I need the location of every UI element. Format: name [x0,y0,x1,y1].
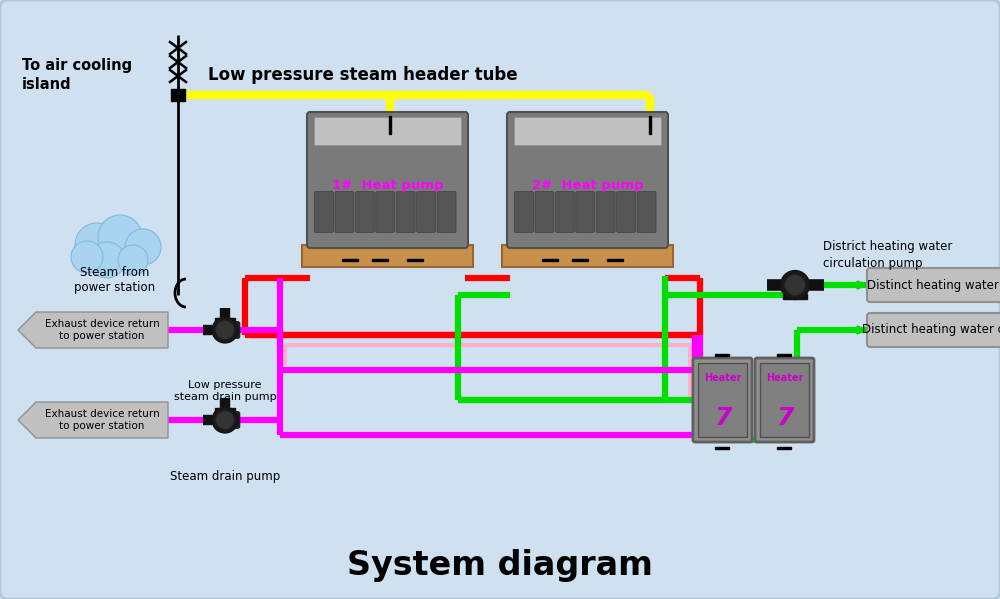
Text: 1#  Heat pump: 1# Heat pump [332,179,443,192]
Circle shape [781,271,809,300]
FancyBboxPatch shape [867,313,1000,347]
Circle shape [125,229,161,265]
Bar [407,259,423,261]
Bar [514,117,661,145]
FancyBboxPatch shape [227,322,240,338]
Bar [698,363,747,437]
Polygon shape [18,312,168,348]
Bar [777,447,791,449]
Circle shape [98,215,142,259]
Bar [389,116,391,134]
FancyBboxPatch shape [507,112,668,248]
Text: Distinct heating water inlet: Distinct heating water inlet [867,279,1000,292]
Bar [171,89,185,101]
Bar [715,354,729,356]
Text: 2#  Heat pump: 2# Heat pump [532,179,643,192]
FancyBboxPatch shape [314,192,333,232]
Bar [215,317,235,322]
Text: Heater: Heater [766,373,803,383]
Text: Exhaust device return
to power station: Exhaust device return to power station [45,409,159,431]
Circle shape [75,223,119,267]
Bar [649,116,651,134]
Circle shape [89,242,125,278]
Bar [372,259,388,261]
FancyBboxPatch shape [617,192,636,232]
FancyBboxPatch shape [693,358,752,442]
FancyBboxPatch shape [867,268,1000,302]
Circle shape [118,245,148,275]
FancyBboxPatch shape [335,192,354,232]
Text: Steam drain pump: Steam drain pump [170,470,280,483]
Circle shape [71,241,103,273]
Text: 7: 7 [714,406,731,430]
FancyBboxPatch shape [535,192,554,232]
Bar [542,259,558,261]
Text: Exhaust device return
to power station: Exhaust device return to power station [45,319,159,341]
FancyBboxPatch shape [437,192,456,232]
Bar [302,245,473,267]
Bar [342,259,358,261]
Bar [502,245,673,267]
FancyBboxPatch shape [576,192,595,232]
Bar [760,363,809,437]
FancyBboxPatch shape [355,192,374,232]
FancyBboxPatch shape [596,192,615,232]
Bar [572,259,588,261]
Bar [607,259,623,261]
FancyBboxPatch shape [376,192,395,232]
Bar [783,294,807,300]
Text: Distinct heating water outlet: Distinct heating water outlet [862,323,1000,337]
Circle shape [216,411,234,429]
Text: Low pressure
steam drain pump: Low pressure steam drain pump [174,380,276,403]
Circle shape [212,407,238,433]
Text: System diagram: System diagram [347,549,653,582]
Bar [715,447,729,449]
Bar [777,354,791,356]
Circle shape [785,274,805,295]
FancyBboxPatch shape [307,112,468,248]
FancyBboxPatch shape [227,412,240,428]
Text: District heating water
circulation pump: District heating water circulation pump [823,240,952,270]
Bar [314,117,461,145]
Circle shape [216,320,234,339]
Text: Steam from
power station: Steam from power station [74,265,156,295]
Text: Heater: Heater [704,373,741,383]
Circle shape [212,317,238,343]
Text: To air cooling
island: To air cooling island [22,58,132,92]
Text: 7: 7 [776,406,793,430]
FancyBboxPatch shape [555,192,574,232]
FancyBboxPatch shape [396,192,415,232]
FancyBboxPatch shape [514,192,533,232]
Text: Low pressure steam header tube: Low pressure steam header tube [208,66,518,84]
FancyBboxPatch shape [755,358,814,442]
Polygon shape [18,402,168,438]
FancyBboxPatch shape [417,192,436,232]
FancyBboxPatch shape [637,192,656,232]
Bar [215,408,235,412]
